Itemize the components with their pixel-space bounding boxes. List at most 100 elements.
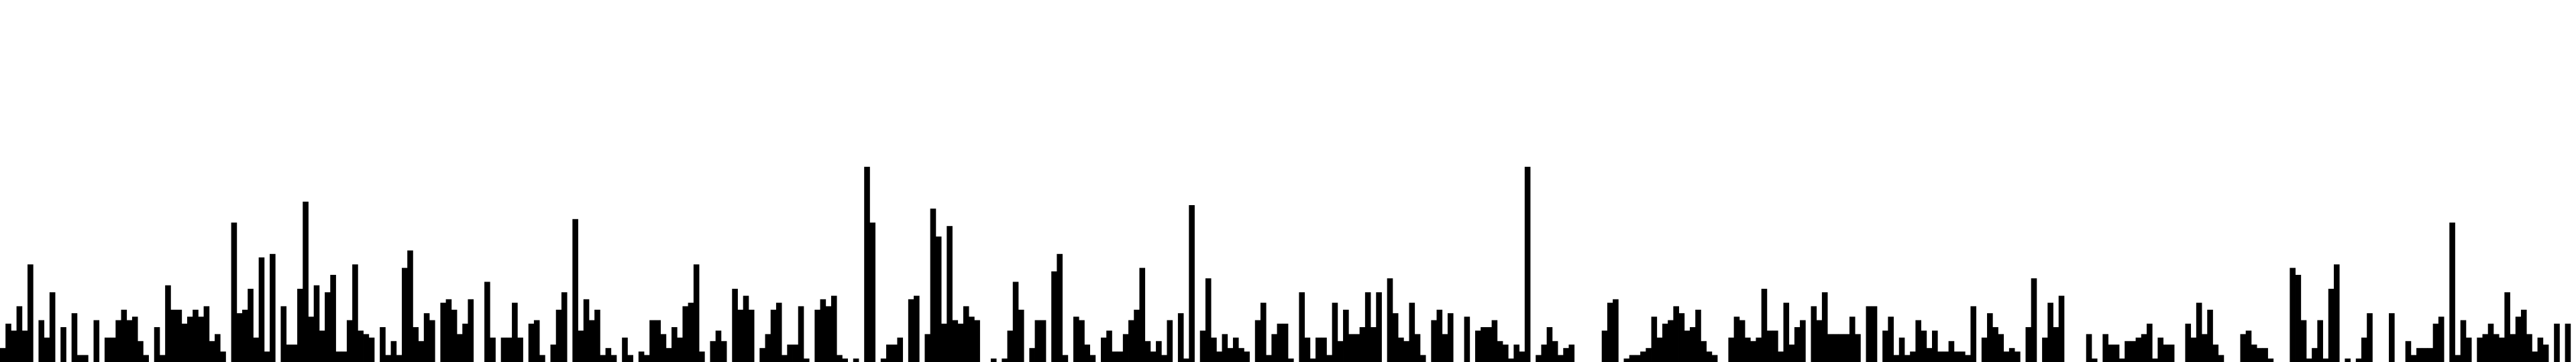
histogram-bar — [258, 257, 265, 362]
histogram-bar — [1783, 302, 1790, 362]
histogram-bar — [1508, 358, 1514, 362]
histogram-bar — [737, 310, 744, 362]
histogram-bar — [2008, 348, 2015, 362]
histogram-bar — [93, 320, 100, 362]
histogram-bar — [38, 320, 45, 362]
histogram-bar — [2130, 341, 2136, 362]
histogram-bar — [578, 330, 584, 362]
histogram-bar — [672, 327, 678, 362]
histogram-bar — [1943, 351, 1949, 362]
histogram-bar — [2118, 358, 2125, 362]
histogram-bar — [1277, 323, 1283, 362]
histogram-bar — [2042, 337, 2048, 362]
histogram-bar — [1568, 345, 1575, 362]
histogram-bar — [1788, 345, 1795, 362]
histogram-bar — [1821, 292, 1828, 362]
histogram-bar — [28, 264, 34, 362]
histogram-bar — [1701, 341, 1707, 362]
histogram-bar — [115, 320, 121, 362]
histogram-bar — [837, 355, 843, 362]
histogram-bar — [1756, 337, 1762, 362]
histogram-bar — [1040, 320, 1046, 362]
histogram-bar — [2168, 345, 2175, 362]
histogram-bar — [1816, 320, 1823, 362]
histogram-bar — [2047, 302, 2053, 362]
histogram-bar — [974, 320, 980, 362]
histogram-bar — [1546, 327, 1553, 362]
histogram-bar — [220, 351, 226, 362]
histogram-bar — [390, 341, 397, 362]
histogram-bar — [924, 334, 931, 362]
histogram-bar — [1057, 253, 1063, 362]
histogram-bar — [203, 306, 210, 362]
histogram-bar — [1326, 355, 1333, 362]
histogram-bar — [60, 327, 66, 362]
histogram-bar — [693, 264, 700, 362]
histogram-bar — [935, 236, 942, 362]
histogram-bar — [1866, 306, 1872, 362]
histogram-bar — [677, 337, 683, 362]
histogram-bar — [1474, 330, 1481, 362]
histogram-bar — [1855, 334, 1861, 362]
histogram-bar — [1222, 334, 1228, 362]
histogram-bar — [1519, 351, 1525, 362]
histogram-bar — [159, 355, 166, 362]
histogram-bar — [2526, 334, 2532, 362]
histogram-bar — [154, 327, 160, 362]
histogram-bar — [71, 313, 78, 362]
histogram-bar — [533, 320, 540, 362]
histogram-bar — [286, 345, 292, 362]
histogram-bar — [2190, 337, 2197, 362]
histogram-bar — [385, 355, 391, 362]
histogram-bar — [280, 306, 287, 362]
histogram-bar — [1678, 313, 1685, 362]
histogram-bar — [561, 292, 568, 362]
histogram-bar — [787, 345, 793, 362]
histogram-bar — [1403, 341, 1409, 362]
histogram-bar — [2438, 316, 2445, 362]
histogram-bar — [1827, 334, 1833, 362]
histogram-bar — [1849, 316, 1856, 362]
histogram-bar — [2102, 334, 2108, 362]
histogram-bar — [176, 310, 182, 362]
histogram-bar — [1629, 355, 1635, 362]
histogram-bar — [325, 292, 331, 362]
histogram-bar — [380, 327, 386, 362]
histogram-bar — [1766, 330, 1773, 362]
histogram-bar — [1414, 334, 1421, 362]
histogram-bar — [126, 320, 133, 362]
histogram-bar — [2152, 358, 2158, 362]
histogram-bar — [2520, 310, 2527, 362]
histogram-bar — [1733, 316, 1740, 362]
histogram-bar — [11, 330, 17, 362]
histogram-bar — [2317, 320, 2323, 362]
histogram-bar — [869, 223, 876, 362]
histogram-bar — [748, 310, 755, 362]
histogram-bar — [1970, 306, 1977, 362]
histogram-bar — [2306, 358, 2312, 362]
histogram-bar — [2196, 302, 2202, 362]
histogram-bar — [1921, 330, 1927, 362]
histogram-bar — [1953, 351, 1960, 362]
histogram-bar — [1871, 306, 1878, 362]
histogram-bar — [2108, 345, 2114, 362]
histogram-bar — [2086, 334, 2092, 362]
histogram-bar — [407, 250, 413, 362]
histogram-bar — [1199, 330, 1206, 362]
histogram-bar — [610, 355, 617, 362]
histogram-bar — [2355, 358, 2362, 362]
histogram-bar — [2295, 275, 2302, 362]
histogram-bar — [2449, 223, 2455, 362]
histogram-bar — [1436, 310, 1443, 362]
histogram-bar — [1051, 271, 1057, 362]
histogram-bar — [1623, 358, 1630, 362]
histogram-bar — [2257, 348, 2263, 362]
histogram-bar — [660, 334, 667, 362]
histogram-bar — [253, 337, 260, 362]
histogram-bar — [1992, 327, 1998, 362]
histogram-bar — [1843, 334, 1850, 362]
histogram-bar — [186, 316, 193, 362]
histogram-bar — [2537, 337, 2544, 362]
histogram-bar — [121, 310, 127, 362]
